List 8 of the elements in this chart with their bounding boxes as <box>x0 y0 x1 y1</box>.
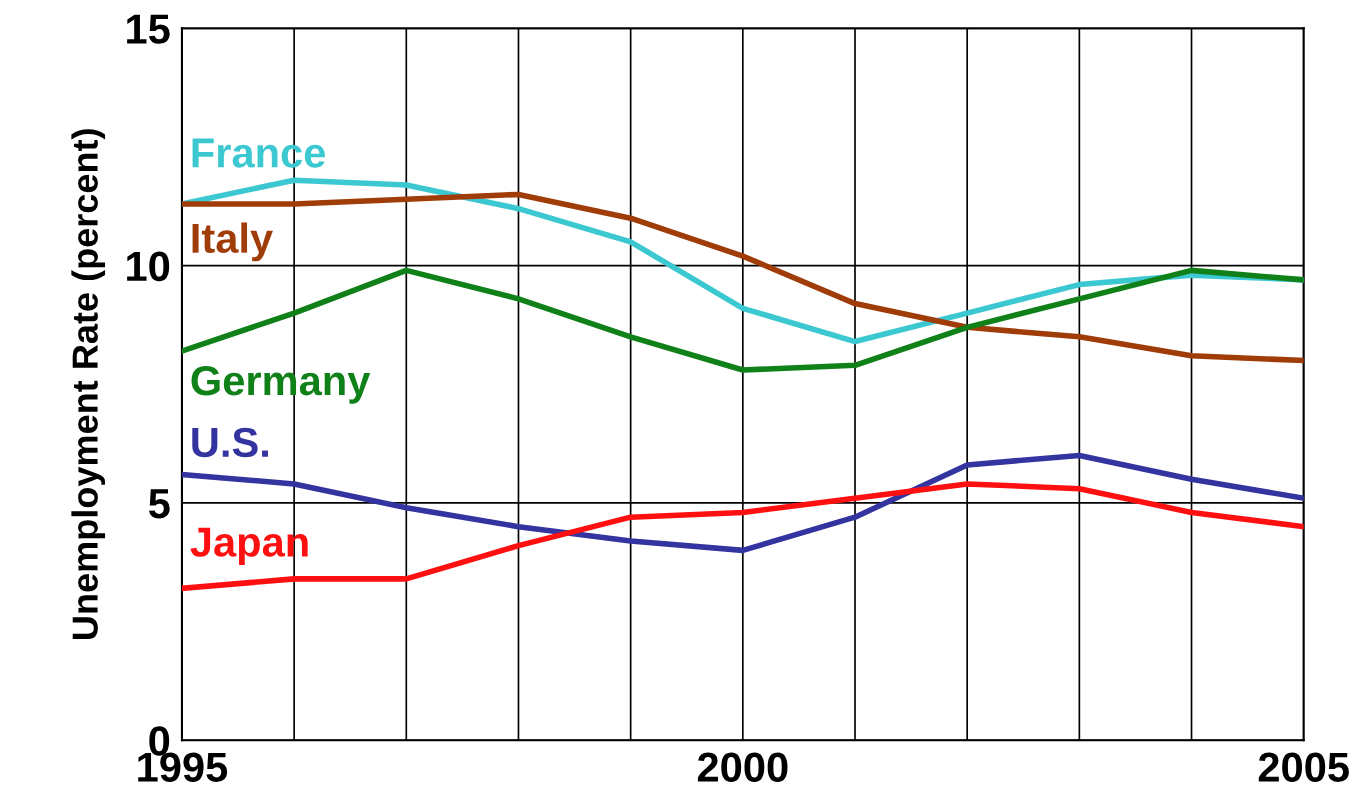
y-tick-label: 5 <box>148 489 170 519</box>
y-tick-label: 10 <box>127 251 170 282</box>
y-tick-label: 15 <box>127 14 170 44</box>
series-label: Italy <box>192 222 273 262</box>
y-axis-title: Unemployment Rate (percent) <box>71 129 106 639</box>
x-tick-label: 2005 <box>1258 752 1349 782</box>
series-label: U.S. <box>192 427 268 458</box>
x-tick-label: 2000 <box>697 752 788 782</box>
